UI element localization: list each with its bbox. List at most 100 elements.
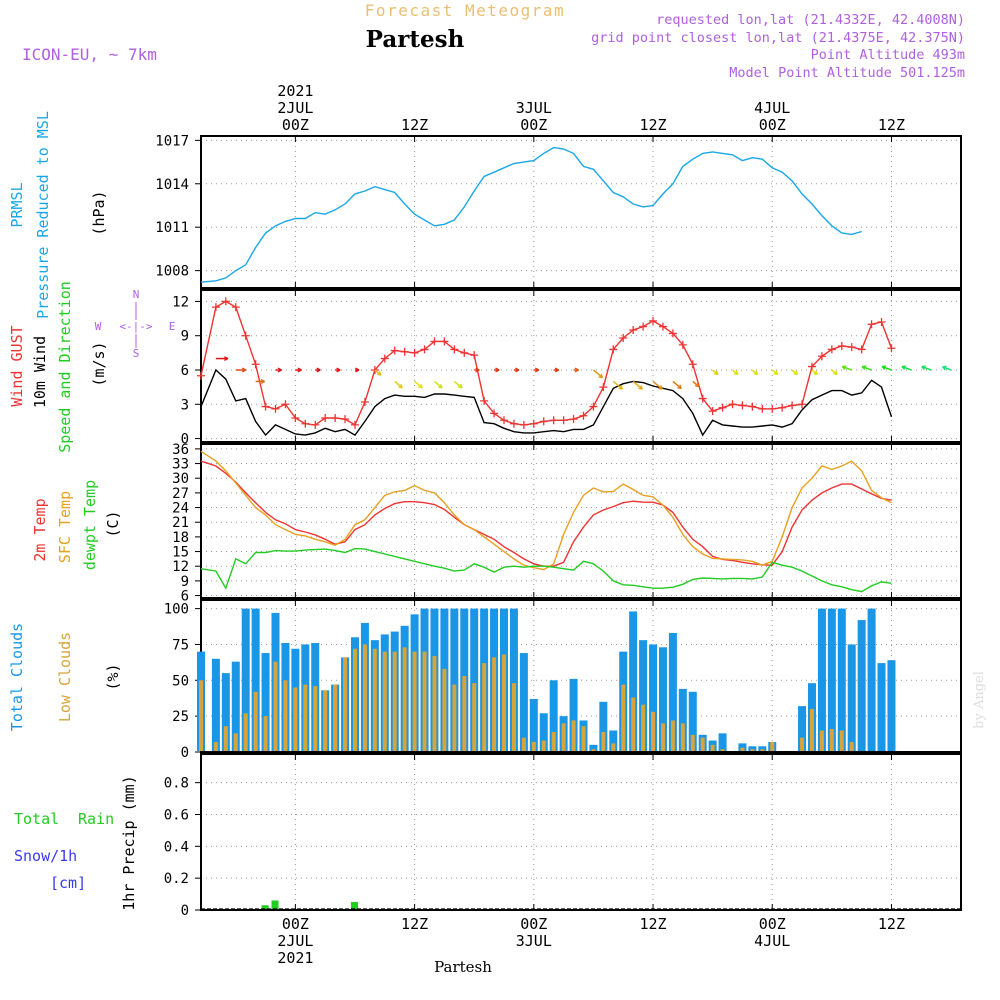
prmsl-long-label: Pressure Reduced to MSL: [34, 111, 52, 319]
y-tick-label: 21: [172, 515, 189, 531]
rain-bar: [350, 902, 358, 909]
gust-point: [649, 316, 658, 325]
y-tick-label: 0: [181, 745, 189, 761]
gust-point: [748, 402, 757, 411]
low-cloud-bar: [720, 749, 725, 751]
compass-s: S: [133, 347, 140, 360]
wind-arrow: [652, 380, 663, 390]
gust-point: [460, 348, 469, 357]
wind-arrowhead: [753, 370, 759, 376]
series-line-dewpt-temp: [200, 547, 892, 593]
gust-label: Wind GUST: [8, 325, 26, 406]
gust-point: [698, 394, 707, 403]
gust-point: [400, 347, 409, 356]
y-tick-label: 1017: [155, 133, 189, 149]
gust-point: [360, 398, 369, 406]
low-cloud-bar: [601, 731, 606, 751]
low-cloud-bar: [402, 647, 407, 751]
snow-unit: [cm]: [50, 874, 86, 892]
wind-arrowhead: [554, 367, 559, 373]
low-cloud-bar: [233, 733, 238, 751]
snow-label: Snow/1h: [14, 847, 77, 865]
y-tick-label: 15: [172, 545, 189, 561]
low-cloud-bar: [382, 651, 387, 751]
gust-point: [410, 348, 419, 357]
wind-arrow: [921, 365, 932, 371]
gust-point: [847, 343, 856, 352]
rain-bar: [261, 905, 269, 909]
total-cloud-bar: [887, 660, 896, 751]
low-cloud-bar: [521, 737, 526, 751]
gust-point: [718, 403, 727, 412]
wind-arrowhead: [694, 382, 700, 388]
low-cloud-bar: [223, 726, 228, 751]
total-cloud-bar: [231, 661, 240, 751]
wind-arrow: [881, 365, 892, 371]
bottom-time-label: 4JUL: [754, 932, 790, 950]
wind-arrow: [632, 380, 643, 390]
gust-point: [798, 400, 807, 409]
watermark: by Angel: [972, 671, 987, 729]
low-cloud-bar: [760, 749, 765, 751]
gust-point: [281, 400, 290, 409]
model-label: ICON-EU, ~ 7km: [22, 45, 157, 64]
total-label: Total: [14, 810, 59, 828]
wind-arrowhead: [336, 367, 341, 373]
wind-arrowhead: [495, 367, 500, 373]
panel2-labels: Wind GUST 10m Wind Speed and Direction (…: [8, 281, 175, 453]
wind-arrowhead: [260, 378, 265, 384]
compass-we: <-|->: [119, 320, 152, 333]
bottom-time-label: 12Z: [878, 915, 905, 933]
low-cloud-bar: [531, 741, 536, 751]
low-cloud-bar: [750, 749, 755, 751]
gust-point: [589, 402, 598, 411]
y-tick-label: 9: [181, 574, 189, 590]
wind-arrowhead: [733, 370, 739, 376]
gust-point: [658, 322, 667, 331]
gust-point: [877, 318, 886, 326]
y-tick-label: 3: [181, 397, 189, 413]
low-cloud-bar: [710, 744, 715, 751]
gust-point: [271, 404, 280, 413]
low-cloud-bar: [343, 657, 348, 751]
total-cloud-bar: [519, 653, 528, 751]
total-cloud-bar: [261, 653, 270, 751]
total-cloud-bar: [738, 743, 747, 751]
total-cloud-bar: [529, 698, 538, 751]
low-cloud-bar: [482, 663, 487, 751]
gust-point: [370, 366, 379, 374]
bottom-time-label: 2JUL: [277, 932, 313, 950]
y-tick-label: 75: [172, 637, 189, 653]
total-cloud-bar: [629, 611, 638, 751]
low-cloud-bar: [293, 687, 298, 751]
gust-point: [629, 326, 638, 334]
wind-arrowhead: [841, 365, 847, 371]
low-cloud-bar: [333, 684, 338, 751]
panel-1: 1008 1011 1014 1017: [155, 133, 962, 289]
low-cloud-bar: [819, 730, 824, 751]
wind-arrowhead: [438, 383, 443, 389]
top-time-label: 2021: [277, 82, 313, 100]
low-cloud-bar: [352, 648, 357, 751]
gust-point: [251, 360, 260, 369]
wind-arrowhead: [921, 365, 926, 371]
total-cloud-bar: [221, 673, 230, 751]
gust-point: [221, 297, 230, 306]
low-cloud-bar: [511, 683, 516, 751]
gust-point: [778, 403, 787, 412]
low-cloud-bar: [362, 644, 367, 751]
wind-arrowhead: [773, 370, 779, 376]
low-cloud-bar: [243, 713, 248, 751]
y-tick-label: 36: [172, 442, 189, 458]
gust-point: [887, 344, 896, 353]
gust-point: [450, 345, 459, 354]
wind-arrow: [861, 365, 872, 371]
page-title: Partesh: [366, 26, 465, 53]
total-cloud-bar: [857, 620, 866, 751]
wind-arrow: [433, 380, 443, 389]
compass-w: W: [95, 320, 102, 333]
y-tick-label: 12: [172, 294, 189, 310]
gust-point: [380, 354, 389, 363]
low-cloud-bar: [700, 737, 705, 751]
